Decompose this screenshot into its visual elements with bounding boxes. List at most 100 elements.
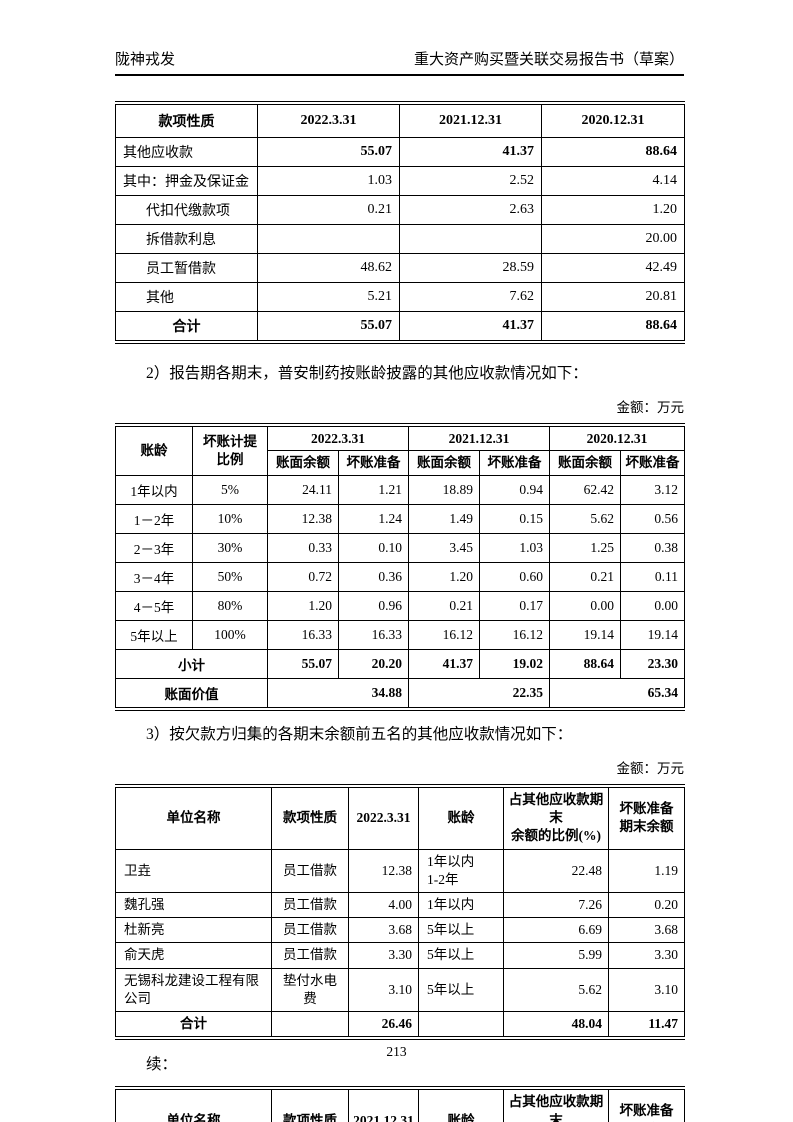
table-row: 卫垚 员工借款 12.38 1年以内 1-2年 22.48 1.19 xyxy=(115,848,685,894)
cell: 4.00 xyxy=(348,892,419,919)
column-header: 账面余额 xyxy=(549,450,621,477)
row-label: 小计 xyxy=(115,649,268,680)
cell: 41.37 xyxy=(399,137,542,167)
cell: 0.11 xyxy=(620,562,685,593)
cell: 55.07 xyxy=(257,311,400,343)
table-total-row: 合计 55.07 41.37 88.64 xyxy=(115,311,685,343)
table-header-row: 款项性质 2022.3.31 2021.12.31 2020.12.31 xyxy=(115,102,685,138)
cell: 3.10 xyxy=(348,967,419,1013)
cell: 88.64 xyxy=(549,649,621,680)
table-row: 2－3年 30% 0.33 0.10 3.45 1.03 1.25 0.38 xyxy=(115,533,685,564)
table-subtotal-row: 小计 55.07 20.20 41.37 19.02 88.64 23.30 xyxy=(115,649,685,680)
cell: 5.99 xyxy=(503,942,609,969)
table-total-row: 合计 26.46 48.04 11.47 xyxy=(115,1011,685,1039)
row-label: 2－3年 xyxy=(115,533,193,564)
row-label: 其他应收款 xyxy=(115,137,258,167)
cell: 1.03 xyxy=(257,166,400,196)
row-label: 5年以上 xyxy=(115,620,193,651)
column-header: 2021.12.31 xyxy=(408,424,550,452)
column-header: 坏账准备 期末余额 xyxy=(608,785,685,850)
table-row: 其他应收款 55.07 41.37 88.64 xyxy=(115,137,685,167)
table-row: 1－2年 10% 12.38 1.24 1.49 0.15 5.62 0.56 xyxy=(115,504,685,535)
table-row: 3－4年 50% 0.72 0.36 1.20 0.60 0.21 0.11 xyxy=(115,562,685,593)
cell: 1.19 xyxy=(608,848,685,894)
column-header: 坏账准备 xyxy=(479,450,550,477)
cell: 1.03 xyxy=(479,533,550,564)
cell: 0.00 xyxy=(549,591,621,622)
cell: 0.33 xyxy=(267,533,339,564)
cell: 88.64 xyxy=(541,137,685,167)
cell: 12.38 xyxy=(267,504,339,535)
table-subheader-row: 账面余额 坏账准备 账面余额 坏账准备 账面余额 坏账准备 xyxy=(116,450,685,477)
cell: 24.11 xyxy=(267,475,339,506)
cell: 3.45 xyxy=(408,533,480,564)
cell: 41.37 xyxy=(399,311,542,343)
cell: 0.96 xyxy=(338,591,409,622)
column-header: 2022.3.31 xyxy=(348,785,419,850)
column-header: 占其他应收款期末 余额的比例(%) xyxy=(503,785,609,850)
cell: 19.14 xyxy=(549,620,621,651)
cell: 41.37 xyxy=(408,649,480,680)
header-report-title: 重大资产购买暨关联交易报告书（草案） xyxy=(413,52,684,68)
row-label: 员工暂借款 xyxy=(115,253,258,283)
table-header-row: 账龄 坏账计提 比例 2022.3.31 2021.12.31 2020.12.… xyxy=(115,424,685,477)
row-label: 1年以内 xyxy=(115,475,193,506)
cell xyxy=(399,224,542,254)
cell: 1.49 xyxy=(408,504,480,535)
cell: 10% xyxy=(192,504,268,535)
cell: 5.62 xyxy=(503,967,609,1013)
cell: 0.21 xyxy=(408,591,480,622)
row-label: 其他 xyxy=(115,282,258,312)
cell: 16.12 xyxy=(479,620,550,651)
column-header: 账面余额 xyxy=(408,450,480,477)
row-label: 合计 xyxy=(115,311,258,343)
column-header: 2021.12.31 xyxy=(399,102,542,138)
cell: 50% xyxy=(192,562,268,593)
cell: 3.10 xyxy=(608,967,685,1013)
cell: 62.42 xyxy=(549,475,621,506)
table-row: 拆借款利息 20.00 xyxy=(115,224,685,254)
cell: 28.59 xyxy=(399,253,542,283)
cell: 1.25 xyxy=(549,533,621,564)
top5-debtors-table-2021: 单位名称 款项性质 2021.12.31 账龄 占其他应收款期末 余额的比例(%… xyxy=(115,1086,685,1122)
cell: 48.62 xyxy=(257,253,400,283)
table-header-row: 单位名称 款项性质 2021.12.31 账龄 占其他应收款期末 余额的比例(%… xyxy=(115,1087,685,1122)
table-row: 俞天虎 员工借款 3.30 5年以上 5.99 3.30 xyxy=(115,942,685,969)
column-header: 账龄 xyxy=(418,1087,504,1122)
column-header: 坏账准备 xyxy=(338,450,409,477)
cell: 18.89 xyxy=(408,475,480,506)
column-header: 款项性质 xyxy=(271,785,349,850)
table-row: 无锡科龙建设工程有限公司 垫付水电费 3.10 5年以上 5.62 3.10 xyxy=(115,967,685,1013)
cell: 7.26 xyxy=(503,892,609,919)
cell: 0.36 xyxy=(338,562,409,593)
cell: 0.60 xyxy=(479,562,550,593)
table-row: 代扣代缴款项 0.21 2.63 1.20 xyxy=(115,195,685,225)
column-header: 账龄 xyxy=(115,424,193,477)
cell xyxy=(271,1011,349,1039)
cell: 6.69 xyxy=(503,917,609,944)
row-label: 3－4年 xyxy=(115,562,193,593)
cell: 4.14 xyxy=(541,166,685,196)
cell: 23.30 xyxy=(620,649,685,680)
aging-analysis-table: 账龄 坏账计提 比例 2022.3.31 2021.12.31 2020.12.… xyxy=(115,422,685,712)
row-label: 4－5年 xyxy=(115,591,193,622)
row-label: 代扣代缴款项 xyxy=(115,195,258,225)
cell: 12.38 xyxy=(348,848,419,894)
cell: 0.00 xyxy=(620,591,685,622)
cell: 1.21 xyxy=(338,475,409,506)
cell: 55.07 xyxy=(267,649,339,680)
cell xyxy=(257,224,400,254)
cell: 5.21 xyxy=(257,282,400,312)
table-row: 5年以上 100% 16.33 16.33 16.12 16.12 19.14 … xyxy=(115,620,685,651)
column-header: 账面余额 xyxy=(267,450,339,477)
column-header: 2021.12.31 xyxy=(348,1087,419,1122)
column-header: 账龄 xyxy=(418,785,504,850)
paragraph-top5-intro: 3）按欠款方归集的各期末余额前五名的其他应收款情况如下： xyxy=(146,726,573,744)
column-header: 2022.3.31 xyxy=(267,424,409,452)
cell: 0.20 xyxy=(608,892,685,919)
header-company-name: 陇神戎发 xyxy=(115,52,176,68)
debtor-name: 卫垚 xyxy=(115,848,272,894)
unit-note: 金额：万元 xyxy=(616,760,685,776)
